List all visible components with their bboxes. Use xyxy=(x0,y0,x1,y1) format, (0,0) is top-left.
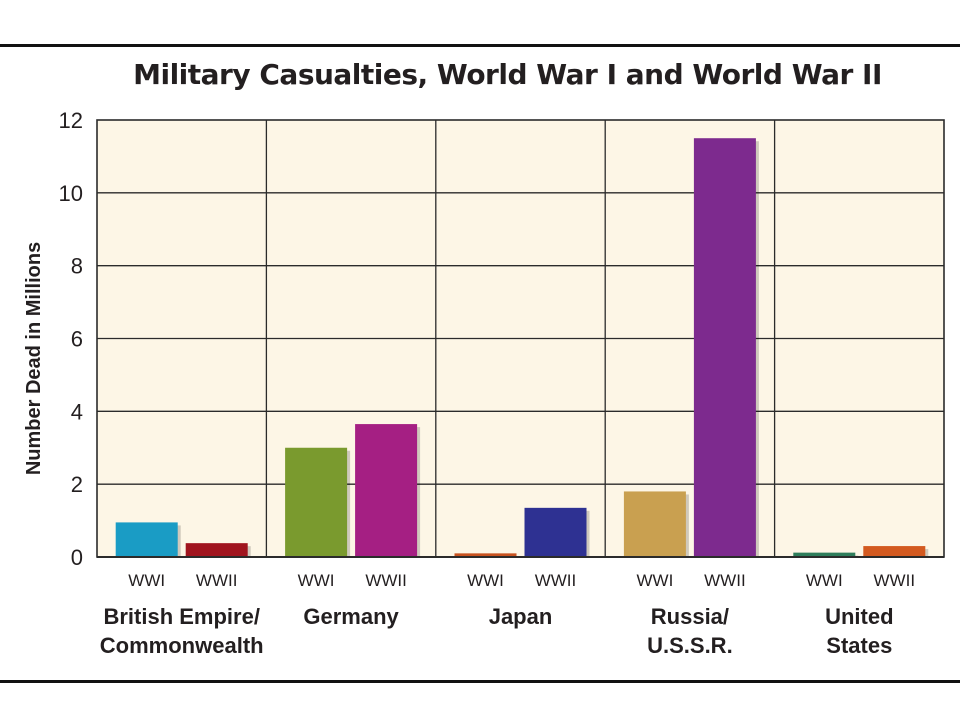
bar xyxy=(454,553,517,557)
y-tick-label: 12 xyxy=(59,108,83,133)
top-rule xyxy=(0,44,960,47)
y-tick-label: 4 xyxy=(71,399,83,424)
bar-category-label: WWII xyxy=(704,571,746,590)
bar-category-label: WWII xyxy=(535,571,577,590)
group-label: Commonwealth xyxy=(100,633,264,658)
bar xyxy=(623,491,686,557)
bar-category-label: WWII xyxy=(196,571,238,590)
group-label: British Empire/ xyxy=(103,604,259,629)
group-label: Japan xyxy=(489,604,553,629)
bar xyxy=(793,552,856,557)
bar-category-label: WWII xyxy=(874,571,916,590)
bar-category-label: WWI xyxy=(806,571,843,590)
group-label: U.S.S.R. xyxy=(647,633,733,658)
bar xyxy=(115,522,178,557)
chart-title: Military Casualties, World War I and Wor… xyxy=(133,58,882,91)
group-label: Germany xyxy=(303,604,399,629)
bar xyxy=(863,546,926,557)
y-tick-label: 10 xyxy=(59,181,83,206)
y-tick-label: 2 xyxy=(71,472,83,497)
y-tick-label: 8 xyxy=(71,254,83,279)
bar-category-label: WWI xyxy=(636,571,673,590)
bottom-rule xyxy=(0,680,960,683)
bar-category-label: WWII xyxy=(365,571,407,590)
y-tick-label: 0 xyxy=(71,545,83,570)
bar xyxy=(185,543,248,557)
group-label: States xyxy=(826,633,892,658)
bar xyxy=(355,424,418,557)
group-label: Russia/ xyxy=(651,604,729,629)
bar xyxy=(285,447,348,557)
bar-category-label: WWI xyxy=(298,571,335,590)
y-tick-label: 6 xyxy=(71,327,83,352)
bar-category-label: WWI xyxy=(128,571,165,590)
bar xyxy=(524,507,587,557)
group-label: United xyxy=(825,604,893,629)
y-axis-label: Number Dead in Millions xyxy=(23,242,45,475)
bar-category-label: WWI xyxy=(467,571,504,590)
bar xyxy=(693,138,756,558)
